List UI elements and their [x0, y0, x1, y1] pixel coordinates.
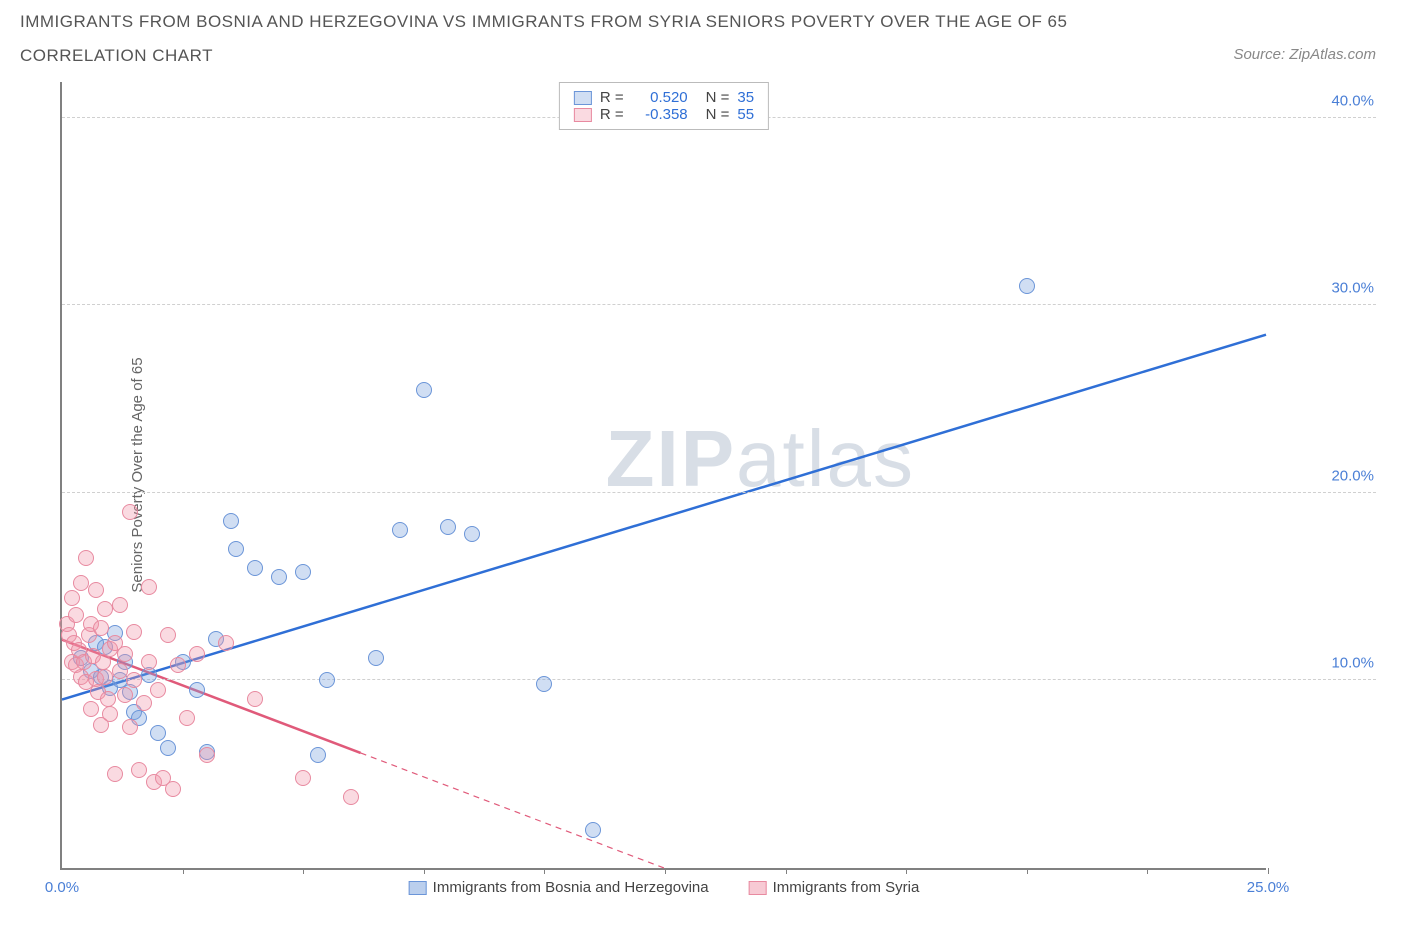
x-tick-mark: [183, 868, 184, 874]
legend-r-label: R =: [600, 89, 624, 106]
data-point: [392, 522, 408, 538]
data-point: [112, 597, 128, 613]
x-tick-mark: [424, 868, 425, 874]
gridline: [62, 492, 1376, 493]
data-point: [122, 719, 138, 735]
data-point: [160, 627, 176, 643]
y-axis-label: Seniors Poverty Over the Age of 65: [129, 357, 146, 592]
chart-title: IMMIGRANTS FROM BOSNIA AND HERZEGOVINA V…: [20, 12, 1067, 32]
x-tick-mark: [906, 868, 907, 874]
source-label: Source: ZipAtlas.com: [1233, 46, 1376, 63]
legend-series: Immigrants from Bosnia and Herzegovina Im…: [409, 879, 920, 896]
legend-swatch: [749, 881, 767, 895]
data-point: [83, 701, 99, 717]
data-point: [228, 541, 244, 557]
legend-row: R = -0.358 N = 55: [574, 106, 754, 123]
data-point: [536, 676, 552, 692]
data-point: [416, 382, 432, 398]
legend-n-label: N =: [706, 89, 730, 106]
data-point: [368, 650, 384, 666]
data-point: [64, 590, 80, 606]
legend-label: Immigrants from Bosnia and Herzegovina: [433, 879, 709, 896]
x-tick-mark: [1268, 868, 1269, 874]
data-point: [295, 770, 311, 786]
chart-area: ZIPatlas Seniors Poverty Over the Age of…: [60, 82, 1376, 890]
legend-r-value: 0.520: [632, 89, 688, 106]
data-point: [160, 740, 176, 756]
data-point: [440, 519, 456, 535]
data-point: [223, 513, 239, 529]
data-point: [189, 646, 205, 662]
legend-row: R = 0.520 N = 35: [574, 89, 754, 106]
legend-swatch: [574, 91, 592, 105]
data-point: [150, 725, 166, 741]
x-tick-mark: [1147, 868, 1148, 874]
data-point: [117, 646, 133, 662]
x-tick-mark: [1027, 868, 1028, 874]
y-tick-label: 20.0%: [1331, 467, 1374, 484]
data-point: [1019, 278, 1035, 294]
legend-swatch: [409, 881, 427, 895]
data-point: [464, 526, 480, 542]
data-point: [165, 781, 181, 797]
y-tick-label: 10.0%: [1331, 655, 1374, 672]
data-point: [218, 635, 234, 651]
x-tick-mark: [665, 868, 666, 874]
data-point: [107, 766, 123, 782]
legend-bottom-item: Immigrants from Bosnia and Herzegovina: [409, 879, 709, 896]
data-point: [126, 672, 142, 688]
data-point: [126, 624, 142, 640]
data-point: [585, 822, 601, 838]
data-point: [131, 762, 147, 778]
legend-r-value: -0.358: [632, 106, 688, 123]
data-point: [271, 569, 287, 585]
gridline: [62, 304, 1376, 305]
data-point: [88, 582, 104, 598]
data-point: [189, 682, 205, 698]
x-tick-label: 25.0%: [1247, 879, 1290, 896]
legend-r-label: R =: [600, 106, 624, 123]
data-point: [141, 579, 157, 595]
x-tick-mark: [544, 868, 545, 874]
legend-n-value: 35: [737, 89, 754, 106]
data-point: [78, 550, 94, 566]
data-point: [68, 607, 84, 623]
data-point: [310, 747, 326, 763]
data-point: [100, 691, 116, 707]
data-point: [247, 691, 263, 707]
data-point: [117, 687, 133, 703]
data-point: [179, 710, 195, 726]
x-tick-mark: [786, 868, 787, 874]
data-point: [295, 564, 311, 580]
y-tick-label: 30.0%: [1331, 280, 1374, 297]
data-point: [319, 672, 335, 688]
gridline: [62, 679, 1376, 680]
legend-bottom-item: Immigrants from Syria: [749, 879, 920, 896]
data-point: [112, 663, 128, 679]
data-point: [247, 560, 263, 576]
legend-n-label: N =: [706, 106, 730, 123]
data-point: [170, 657, 186, 673]
data-point: [93, 620, 109, 636]
legend-correlation: R = 0.520 N = 35 R = -0.358 N = 55: [559, 82, 769, 130]
trend-lines: [62, 82, 1266, 868]
legend-label: Immigrants from Syria: [773, 879, 920, 896]
data-point: [102, 706, 118, 722]
data-point: [136, 695, 152, 711]
data-point: [199, 747, 215, 763]
y-tick-label: 40.0%: [1331, 92, 1374, 109]
data-point: [141, 654, 157, 670]
data-point: [343, 789, 359, 805]
legend-n-value: 55: [737, 106, 754, 123]
legend-swatch: [574, 108, 592, 122]
plot-region: ZIPatlas Seniors Poverty Over the Age of…: [60, 82, 1266, 870]
x-tick-mark: [303, 868, 304, 874]
data-point: [122, 504, 138, 520]
data-point: [150, 682, 166, 698]
x-tick-label: 0.0%: [45, 879, 79, 896]
chart-subtitle: CORRELATION CHART: [20, 46, 213, 66]
